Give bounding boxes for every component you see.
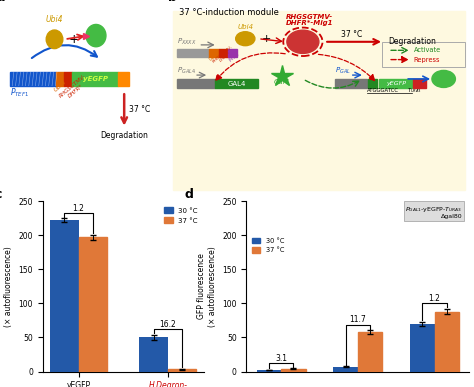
FancyBboxPatch shape	[56, 72, 64, 86]
Text: $P_{GAL4}$: $P_{GAL4}$	[177, 66, 196, 76]
FancyBboxPatch shape	[173, 11, 465, 190]
FancyBboxPatch shape	[177, 49, 209, 57]
Text: d: d	[184, 188, 193, 201]
Text: 11.7: 11.7	[349, 315, 366, 324]
Y-axis label: GFP fluorescence
(× autofluorescence): GFP fluorescence (× autofluorescence)	[197, 246, 217, 327]
FancyBboxPatch shape	[379, 79, 413, 88]
Text: Ubi4: Ubi4	[237, 24, 254, 31]
FancyBboxPatch shape	[72, 72, 118, 86]
Text: yEGFP: yEGFP	[386, 81, 406, 86]
FancyBboxPatch shape	[228, 49, 237, 57]
Text: RHGSGTMV-
DHFR*: RHGSGTMV- DHFR*	[211, 44, 237, 67]
Text: Activate: Activate	[414, 47, 441, 53]
Bar	[168, 370, 197, 372]
Text: b: b	[168, 0, 176, 4]
Text: UBI4: UBI4	[208, 50, 220, 62]
FancyBboxPatch shape	[215, 79, 258, 88]
Bar	[281, 369, 306, 372]
FancyBboxPatch shape	[118, 72, 129, 86]
FancyBboxPatch shape	[368, 79, 372, 88]
Circle shape	[46, 30, 63, 49]
Text: Degradation: Degradation	[100, 131, 148, 140]
Text: Ubi4: Ubi4	[46, 15, 63, 24]
Text: Repress: Repress	[414, 57, 440, 63]
Text: DHFR*-Mig1: DHFR*-Mig1	[285, 20, 333, 26]
FancyBboxPatch shape	[413, 79, 426, 88]
Text: 1.2: 1.2	[428, 295, 440, 303]
Text: +: +	[69, 33, 80, 46]
Text: c: c	[0, 188, 2, 201]
Text: Gal4: Gal4	[273, 79, 290, 86]
Text: $T_{URA3}$: $T_{URA3}$	[407, 86, 422, 95]
Text: ATGGGATCC: ATGGGATCC	[367, 88, 399, 93]
Text: 37 °C: 37 °C	[341, 30, 363, 39]
Text: $P_{GAL}$: $P_{GAL}$	[335, 66, 351, 76]
FancyBboxPatch shape	[373, 79, 377, 88]
Circle shape	[236, 32, 255, 46]
Text: UBI4: UBI4	[53, 79, 68, 92]
Text: yEGFP: yEGFP	[82, 76, 108, 82]
FancyBboxPatch shape	[219, 49, 228, 57]
Bar	[435, 312, 459, 372]
Text: Degradation: Degradation	[388, 37, 436, 46]
Legend: 30 °C, 37 °C: 30 °C, 37 °C	[162, 205, 201, 226]
Text: RHGSGTMV-
DHFR*: RHGSGTMV- DHFR*	[58, 74, 91, 103]
Text: $P_{GAL1}$-yEGFP-$T_{URA3}$
Δgal80: $P_{GAL1}$-yEGFP-$T_{URA3}$ Δgal80	[405, 205, 463, 219]
Legend: 30 °C, 37 °C: 30 °C, 37 °C	[250, 235, 287, 256]
Circle shape	[86, 24, 106, 47]
Bar	[79, 237, 107, 372]
Text: RHGSGTMV-: RHGSGTMV-	[286, 14, 333, 20]
Text: MIG1: MIG1	[228, 51, 241, 63]
Circle shape	[432, 70, 456, 87]
FancyBboxPatch shape	[64, 72, 72, 86]
Text: GAL4: GAL4	[228, 80, 246, 87]
FancyBboxPatch shape	[209, 49, 219, 57]
FancyBboxPatch shape	[335, 79, 367, 88]
Text: a: a	[0, 0, 5, 4]
Text: 1.2: 1.2	[73, 204, 84, 213]
Text: 3.1: 3.1	[275, 354, 287, 363]
Text: 37 °C: 37 °C	[129, 105, 150, 115]
Text: $P_{XXXX}$: $P_{XXXX}$	[177, 36, 197, 46]
Text: 16.2: 16.2	[160, 320, 176, 329]
Text: 37 °C-induction module: 37 °C-induction module	[179, 9, 279, 17]
Bar	[410, 324, 435, 372]
FancyBboxPatch shape	[9, 72, 56, 86]
Bar	[139, 337, 168, 372]
Circle shape	[287, 30, 319, 53]
Text: $P_{TEF1}$: $P_{TEF1}$	[9, 86, 29, 99]
FancyBboxPatch shape	[177, 79, 215, 88]
Bar	[256, 370, 281, 372]
Text: +: +	[262, 34, 271, 44]
Bar	[358, 332, 383, 372]
Bar	[50, 220, 79, 372]
Y-axis label: GFP fluorescence
(× autofluorescence): GFP fluorescence (× autofluorescence)	[0, 246, 13, 327]
Bar	[333, 367, 358, 372]
